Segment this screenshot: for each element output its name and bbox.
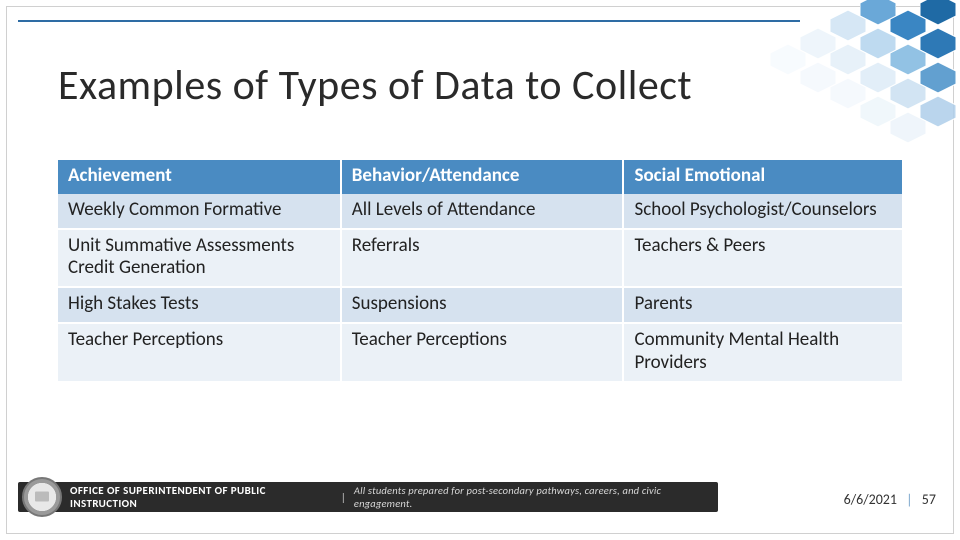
footer-bar: OFFICE OF SUPERINTENDENT OF PUBLIC INSTR… — [18, 482, 718, 512]
hexagon-icon — [890, 44, 926, 75]
slide: Examples of Types of Data to Collect Ach… — [0, 0, 960, 540]
footer-office: OFFICE OF SUPERINTENDENT OF PUBLIC INSTR… — [70, 484, 333, 510]
footer-sep: | — [341, 491, 346, 504]
hexagon-icon — [920, 62, 956, 93]
col-behavior: Behavior/Attendance — [341, 160, 624, 194]
table-row: High Stakes Tests Suspensions Parents — [58, 287, 902, 323]
cell: Weekly Common Formative — [58, 194, 341, 229]
cell: All Levels of Attendance — [341, 194, 624, 229]
cell: School Psychologist/Counselors — [623, 194, 902, 229]
col-achievement: Achievement — [58, 160, 341, 194]
hexagon-icon — [860, 28, 896, 59]
hexagon-icon — [830, 78, 866, 109]
cell: Teachers & Peers — [623, 229, 902, 288]
hexagon-icon — [920, 28, 956, 59]
cell: Community Mental Health Providers — [623, 323, 902, 382]
cell: Parents — [623, 287, 902, 323]
slide-title: Examples of Types of Data to Collect — [58, 60, 692, 111]
cell: High Stakes Tests — [58, 287, 341, 323]
footer-date: 6/6/2021 — [844, 491, 897, 508]
cell: Referrals — [341, 229, 624, 288]
col-social-emotional: Social Emotional — [623, 160, 902, 194]
hexagon-icon — [920, 0, 956, 25]
footer-tagline: All students prepared for post-secondary… — [354, 484, 718, 510]
hexagon-icon — [830, 44, 866, 75]
table-row: Teacher Perceptions Teacher Perceptions … — [58, 323, 902, 382]
table-row: Weekly Common Formative All Levels of At… — [58, 194, 902, 229]
cell: Unit Summative Assessments Credit Genera… — [58, 229, 341, 288]
footer-meta: 6/6/2021 | 57 — [844, 491, 936, 508]
footer-pipe: | — [906, 491, 912, 508]
hexagon-icon — [920, 96, 956, 127]
hexagon-icon — [800, 28, 836, 59]
cell: Suspensions — [341, 287, 624, 323]
cell: Teacher Perceptions — [341, 323, 624, 382]
footer-page: 57 — [922, 491, 936, 508]
hexagon-icon — [890, 10, 926, 41]
hexagon-icon — [860, 96, 896, 127]
hexagon-icon — [830, 10, 866, 41]
table-header-row: Achievement Behavior/Attendance Social E… — [58, 160, 902, 194]
cell: Teacher Perceptions — [58, 323, 341, 382]
hexagon-icon — [770, 44, 806, 75]
hexagon-icon — [860, 62, 896, 93]
table-row: Unit Summative Assessments Credit Genera… — [58, 229, 902, 288]
top-accent-line — [18, 20, 800, 22]
hexagon-icon — [890, 112, 926, 143]
hexagon-icon — [890, 78, 926, 109]
hexagon-icon — [860, 0, 896, 25]
data-table: Achievement Behavior/Attendance Social E… — [58, 160, 902, 383]
seal-icon — [22, 477, 62, 517]
hexagon-icon — [800, 62, 836, 93]
hexagon-decor — [740, 0, 960, 150]
